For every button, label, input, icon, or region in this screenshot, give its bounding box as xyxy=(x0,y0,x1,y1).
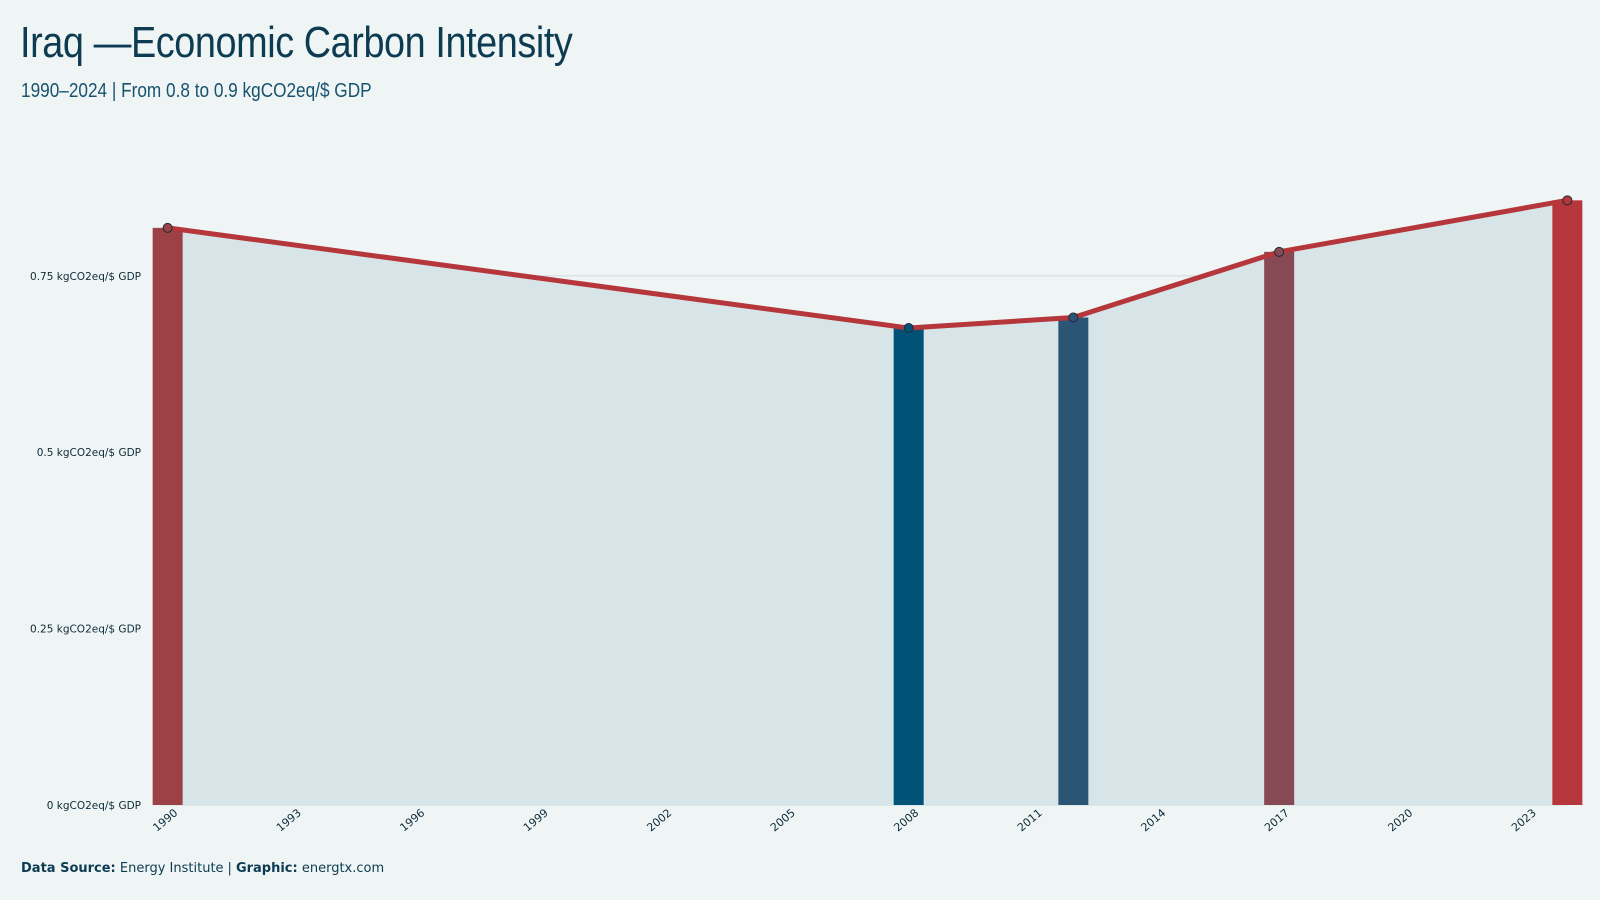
highlight-bar xyxy=(152,227,183,805)
data-point xyxy=(903,323,914,334)
x-tick-label: 1996 xyxy=(398,806,428,834)
graphic-label: Graphic: xyxy=(235,861,298,876)
x-tick-label: 2008 xyxy=(892,806,922,834)
source-label: Data Source: xyxy=(21,861,116,876)
x-tick-label: 1990 xyxy=(150,806,180,834)
data-point xyxy=(1274,246,1285,257)
highlight-bar xyxy=(1552,200,1583,806)
data-point xyxy=(1068,312,1079,323)
x-tick-label: 1993 xyxy=(274,806,304,834)
chart-subtitle: 1990–2024 | From 0.8 to 0.9 kgCO2eq/$ GD… xyxy=(21,80,372,102)
graphic-value: energtx.com xyxy=(301,861,385,876)
x-tick-label: 2023 xyxy=(1509,806,1539,834)
x-tick-label: 2011 xyxy=(1015,806,1045,834)
footer: Data Source: Energy Institute | Graphic: e… xyxy=(21,861,384,876)
x-tick-label: 1999 xyxy=(521,806,551,834)
y-tick-label: 0.25 kgCO2eq/$ GDP xyxy=(30,624,141,636)
x-tick-label: 2017 xyxy=(1262,806,1292,834)
x-tick-label: 2014 xyxy=(1139,806,1169,834)
area-fill xyxy=(167,200,1568,806)
x-tick-label: 2005 xyxy=(768,806,798,834)
y-tick-label: 0.75 kgCO2eq/$ GDP xyxy=(30,271,141,283)
data-point xyxy=(1562,195,1573,206)
highlight-bar xyxy=(1264,251,1295,805)
highlight-bar xyxy=(1058,317,1089,805)
x-tick-label: 2020 xyxy=(1386,806,1416,834)
highlight-bar xyxy=(893,328,924,805)
chart-title: Iraq —Economic Carbon Intensity xyxy=(20,18,573,67)
data-point xyxy=(162,222,173,233)
x-tick-label: 2002 xyxy=(645,806,675,834)
footer-separator: | xyxy=(227,861,232,876)
source-value: Energy Institute xyxy=(119,861,224,876)
y-tick-label: 0 kgCO2eq/$ GDP xyxy=(47,800,141,812)
y-tick-label: 0.5 kgCO2eq/$ GDP xyxy=(37,447,141,459)
